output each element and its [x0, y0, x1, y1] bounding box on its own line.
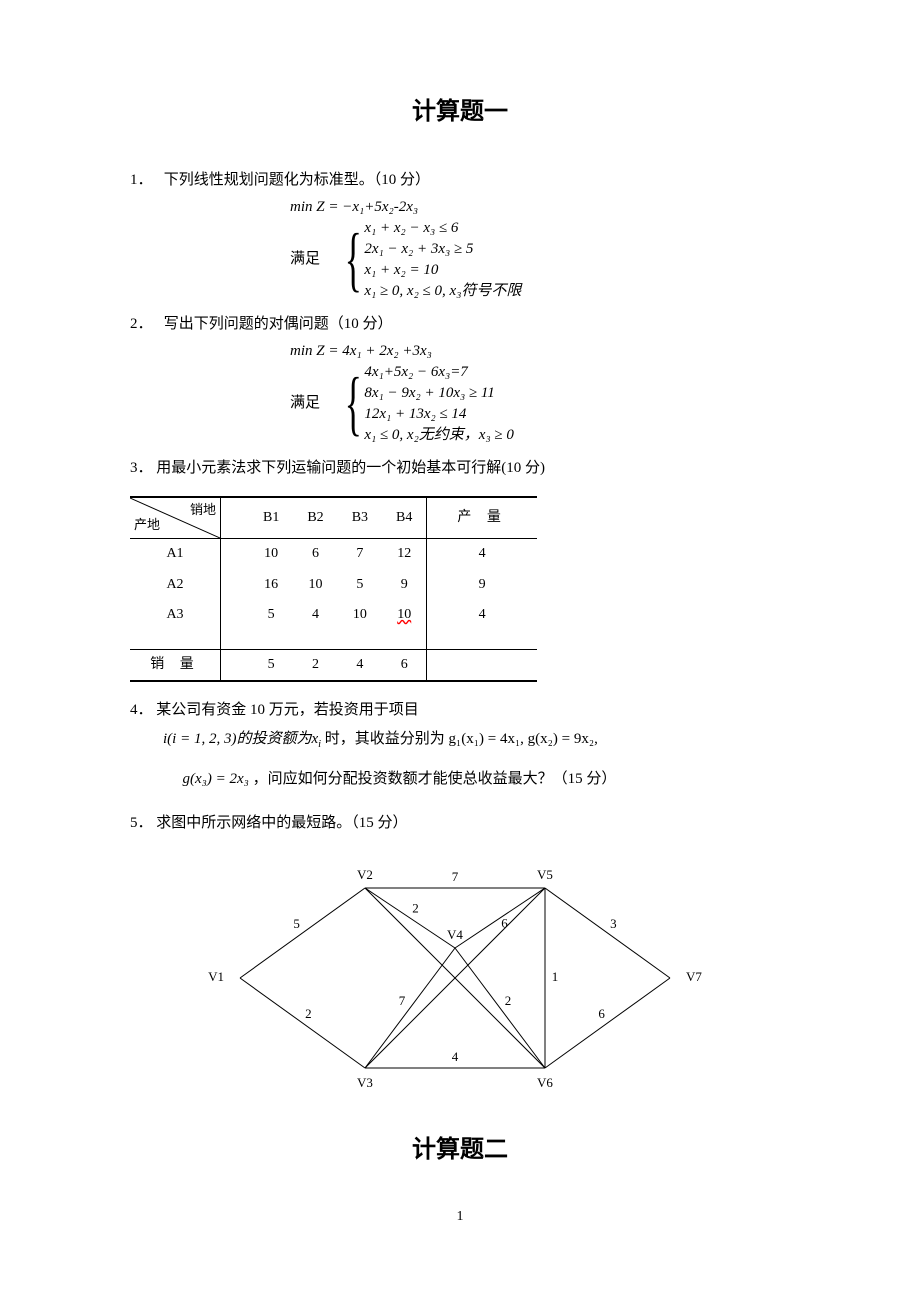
transport-table: 销地产地B1B2B3B4产 量A11067124A21610599A354101…	[130, 496, 537, 682]
p2-c3: 12x₁ + 13x₂ ≤ 14	[364, 404, 514, 425]
p4-line3a: g(x₃) = 2x₃	[183, 771, 249, 787]
problem-2: 2． 写出下列问题的对偶问题（10 分） min Z = 4x₁ + 2x₂ +…	[130, 310, 790, 446]
svg-text:2: 2	[305, 1006, 312, 1021]
svg-text:7: 7	[452, 869, 459, 884]
svg-text:V5: V5	[537, 867, 553, 882]
p2-c1: 4x₁+5x₂ − 6x₃=7	[364, 362, 514, 383]
problem-3-num: 3．	[130, 460, 153, 476]
svg-text:4: 4	[452, 1049, 459, 1064]
problem-4-num: 4．	[130, 702, 153, 718]
p1-satisfy: 满足	[290, 251, 320, 267]
p1-c3: x₁ + x₂ = 10	[364, 260, 521, 281]
p4-line2b: 时，其收益分别为 g₁(x₁) = 4x₁, g(x₂) = 9x₂,	[325, 731, 598, 747]
svg-text:2: 2	[412, 901, 419, 916]
svg-text:5: 5	[293, 916, 300, 931]
problem-2-num: 2．	[130, 310, 160, 339]
problem-3: 3． 用最小元素法求下列运输问题的一个初始基本可行解(10 分)	[130, 454, 790, 483]
p2-objective: min Z = 4x₁ + 2x₂ +3x₃	[290, 342, 790, 362]
p2-c4: x₁ ≤ 0, x₂无约束，x₃ ≥ 0	[364, 425, 514, 446]
p2-c2: 8x₁ − 9x₂ + 10x₃ ≥ 11	[364, 383, 514, 404]
svg-text:V3: V3	[357, 1075, 373, 1090]
problem-4-text: 某公司有资金 10 万元，若投资用于项目	[156, 702, 419, 718]
brace-icon: {	[344, 231, 361, 289]
p1-c1: x₁ + x₂ − x₃ ≤ 6	[364, 218, 521, 239]
svg-text:3: 3	[610, 916, 617, 931]
problem-3-text: 用最小元素法求下列运输问题的一个初始基本可行解(10 分)	[156, 460, 545, 476]
page-number: 1	[130, 1204, 790, 1231]
network-graph: 52277426136V1V2V3V4V5V6V7	[190, 858, 790, 1109]
problem-5-num: 5．	[130, 815, 153, 831]
svg-text:6: 6	[598, 1006, 605, 1021]
p2-satisfy: 满足	[290, 395, 320, 411]
p4-line3b: ，问应如何分配投资数额才能使总收益最大？（15 分）	[253, 771, 617, 787]
problem-1-num: 1．	[130, 166, 160, 195]
p1-c2: 2x₁ − x₂ + 3x₃ ≥ 5	[364, 239, 521, 260]
svg-text:2: 2	[505, 993, 512, 1008]
brace-icon: {	[344, 375, 361, 433]
problem-5-text: 求图中所示网络中的最短路。（15 分）	[156, 815, 407, 831]
svg-text:7: 7	[399, 993, 406, 1008]
page-title-1: 计算题一	[130, 90, 790, 136]
problem-1: 1． 下列线性规划问题化为标准型。（10 分） min Z = −x₁+5x₂-…	[130, 166, 790, 302]
page-title-2: 计算题二	[130, 1128, 790, 1174]
problem-5: 5． 求图中所示网络中的最短路。（15 分）	[130, 809, 790, 838]
p4-line2a: i(i = 1, 2, 3)的投资额为x	[163, 731, 318, 747]
p1-c4: x₁ ≥ 0, x₂ ≤ 0, x₃符号不限	[364, 281, 521, 302]
problem-1-text: 下列线性规划问题化为标准型。（10 分）	[164, 172, 430, 188]
svg-text:V4: V4	[447, 927, 463, 942]
problem-4: 4． 某公司有资金 10 万元，若投资用于项目 i(i = 1, 2, 3)的投…	[130, 696, 790, 793]
svg-text:V6: V6	[537, 1075, 553, 1090]
problem-2-text: 写出下列问题的对偶问题（10 分）	[164, 316, 393, 332]
svg-text:V2: V2	[357, 867, 373, 882]
svg-text:V1: V1	[208, 969, 224, 984]
svg-text:V7: V7	[686, 969, 702, 984]
svg-text:1: 1	[552, 969, 559, 984]
p1-objective: min Z = −x₁+5x₂-2x₃	[290, 198, 790, 218]
